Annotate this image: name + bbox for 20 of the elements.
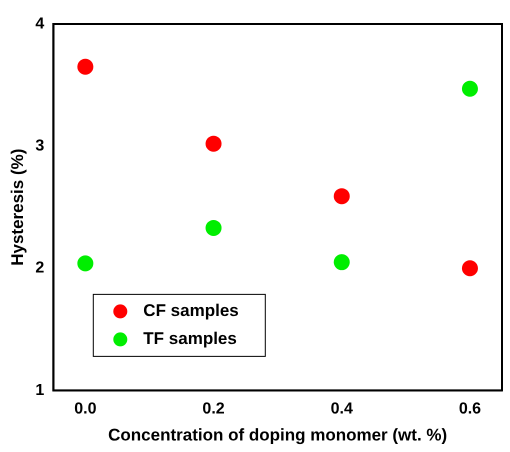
x-tick-label: 0.0 [74,400,97,418]
y-tick-label: 2 [35,260,44,277]
x-axis-title: Concentration of doping monomer (wt. %) [108,425,448,444]
point [77,255,94,272]
legend-label: CF samples [143,301,239,320]
point [462,80,478,97]
y-axis-title: Hysteresis (%) [8,148,27,266]
legend-label: TF samples [143,329,237,348]
point [462,260,478,276]
point [334,254,350,270]
point [334,188,350,204]
x-tick-label: 0.2 [202,400,225,418]
x-tick-label: 0.4 [330,400,353,418]
x-tick-label: 0.6 [458,400,482,418]
y-tick-label: 3 [35,138,44,155]
y-tick-label: 4 [35,15,44,32]
point [206,136,222,152]
y-tick-label: 1 [35,382,44,399]
point [206,220,222,236]
point [77,58,94,75]
